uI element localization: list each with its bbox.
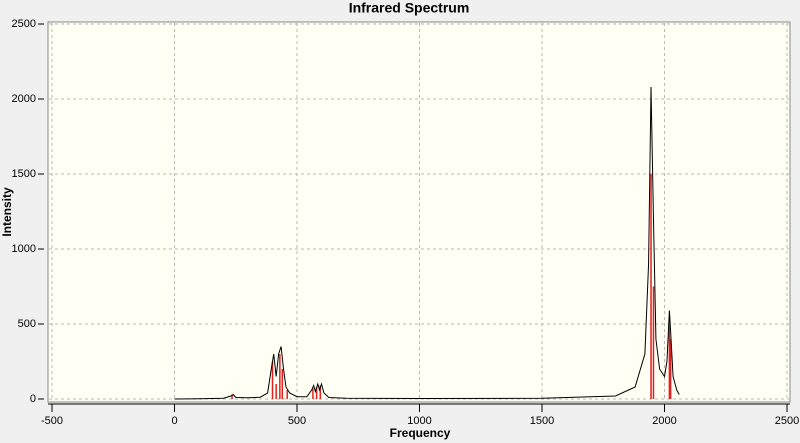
y-tick-label: 2000 (12, 93, 36, 105)
y-tick-label: 1500 (12, 168, 36, 180)
x-tick-label: 2500 (775, 415, 799, 427)
x-tick-label: 500 (288, 415, 306, 427)
y-tick-label: 2500 (12, 18, 36, 30)
x-tick-label: 1000 (407, 415, 431, 427)
x-tick-label: -500 (41, 415, 63, 427)
x-tick-label: 1500 (530, 415, 554, 427)
x-tick-label: 0 (171, 415, 177, 427)
x-axis-label: Frequency (390, 426, 451, 440)
y-tick-label: 1000 (12, 243, 36, 255)
y-tick-label: 500 (18, 318, 36, 330)
y-axis-label: Intensity (0, 187, 14, 237)
x-tick-label: 2000 (652, 415, 676, 427)
spectrum-line (174, 86, 680, 400)
chart-title: Infrared Spectrum (349, 0, 470, 16)
y-tick-label: 0 (30, 393, 36, 405)
